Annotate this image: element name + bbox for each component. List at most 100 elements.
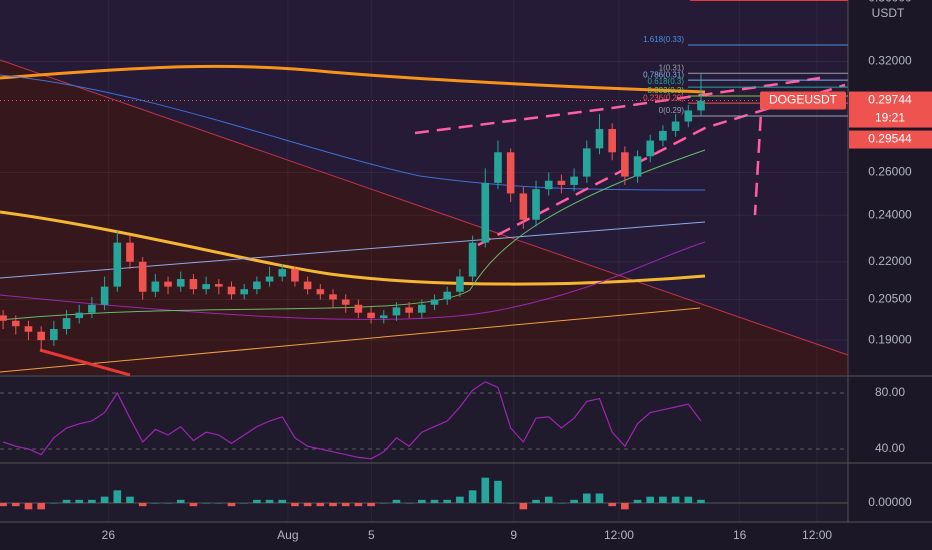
fib-label: 0(0.29) — [659, 106, 685, 115]
trend-line — [0, 307, 701, 373]
y-tick-label: 0.00000 — [868, 495, 912, 509]
macd-bar — [316, 503, 325, 507]
fib-label: 1(0.31) — [659, 63, 685, 72]
y-tick-label: 0.32000 — [868, 54, 912, 68]
macd-bar — [671, 496, 680, 503]
candle-body — [151, 281, 160, 292]
macd-bar — [418, 499, 426, 503]
candle-body — [392, 307, 401, 316]
x-tick-label: 9 — [510, 528, 517, 542]
pattern-line — [414, 76, 821, 135]
macd-bar — [341, 503, 350, 507]
candle-body — [253, 281, 261, 290]
candle-body — [418, 304, 426, 313]
candle-body — [126, 242, 134, 262]
candle-body — [519, 193, 528, 220]
candle-body — [608, 129, 616, 153]
candle-body — [544, 180, 553, 190]
moving-average — [0, 64, 706, 94]
candle-body — [494, 152, 502, 183]
candle-body — [138, 261, 147, 292]
macd-bar — [481, 477, 490, 503]
macd-bar — [240, 503, 248, 504]
macd-pane — [0, 464, 848, 522]
shaded-zone — [0, 60, 848, 375]
macd-bar — [138, 503, 147, 507]
macd-bar — [265, 499, 274, 503]
price-axis — [848, 0, 932, 550]
macd-bar — [519, 503, 528, 510]
macd-bar — [37, 503, 45, 510]
candle-body — [62, 318, 71, 329]
candle-body — [595, 129, 604, 149]
y-tick-label: 0.24000 — [868, 207, 912, 221]
symbol-label: DOGEUSDT — [769, 93, 838, 107]
candle-body — [481, 182, 490, 243]
fib-label: 0.236(0.29) — [643, 93, 684, 102]
macd-bar — [215, 503, 223, 504]
x-tick-label: 16 — [733, 528, 747, 542]
candle-body — [37, 331, 45, 341]
candle-body — [303, 281, 312, 290]
candle-body — [24, 326, 33, 332]
candle-body — [189, 279, 198, 290]
macd-bar — [659, 496, 667, 503]
candle-body — [278, 269, 287, 277]
macd-bar — [468, 490, 477, 503]
macd-bar — [62, 499, 71, 503]
candle-body — [684, 110, 693, 122]
x-tick-label: 12:00 — [802, 528, 832, 542]
candle-body — [240, 289, 248, 295]
price-box — [849, 130, 932, 149]
macd-bar — [50, 503, 58, 504]
candle-body — [11, 320, 20, 327]
macd-bar — [570, 499, 578, 503]
y-tick-label: 0.20500 — [868, 292, 912, 306]
macd-bar — [0, 503, 7, 507]
candle-body — [88, 304, 96, 313]
candle-body — [50, 328, 58, 341]
macd-bar — [532, 499, 540, 503]
moving-average — [0, 74, 706, 191]
x-tick-label: 5 — [368, 528, 375, 542]
macd-bar — [253, 499, 261, 503]
macd-bar — [202, 503, 210, 504]
macd-bar — [621, 503, 629, 510]
candle-body — [367, 312, 375, 319]
candle-body — [633, 156, 642, 177]
candle-body — [100, 286, 109, 305]
candle-body — [202, 284, 210, 290]
candle-body — [176, 279, 185, 287]
x-tick-label: 12:00 — [604, 528, 634, 542]
rsi-pane — [0, 377, 848, 462]
rsi-line — [2, 381, 702, 460]
macd-bar — [189, 503, 198, 507]
candle-body — [227, 286, 236, 295]
fib-label: 0.618(0.3) — [648, 77, 685, 86]
macd-bar — [697, 499, 705, 503]
candle-body — [329, 294, 337, 300]
candle-body — [506, 152, 515, 194]
macd-bar — [456, 496, 464, 503]
macd-bar — [176, 499, 185, 503]
macd-bar — [88, 499, 96, 503]
candle-body — [456, 276, 464, 292]
candle-body — [557, 180, 566, 185]
macd-bar — [405, 503, 413, 504]
macd-bar — [100, 496, 109, 503]
candle-body — [671, 121, 680, 131]
macd-bar — [582, 493, 591, 503]
candle-body — [265, 276, 274, 282]
macd-bar — [126, 496, 134, 503]
candle-body — [316, 289, 325, 295]
macd-bar — [392, 499, 401, 503]
moving-average — [0, 210, 706, 286]
macd-bar — [595, 493, 604, 503]
price-box — [849, 91, 932, 128]
candle-body — [164, 281, 172, 287]
price-label: 0.29744 — [868, 93, 912, 107]
candle-body — [341, 299, 350, 305]
macd-bar — [354, 503, 363, 507]
candle-body — [291, 269, 299, 282]
